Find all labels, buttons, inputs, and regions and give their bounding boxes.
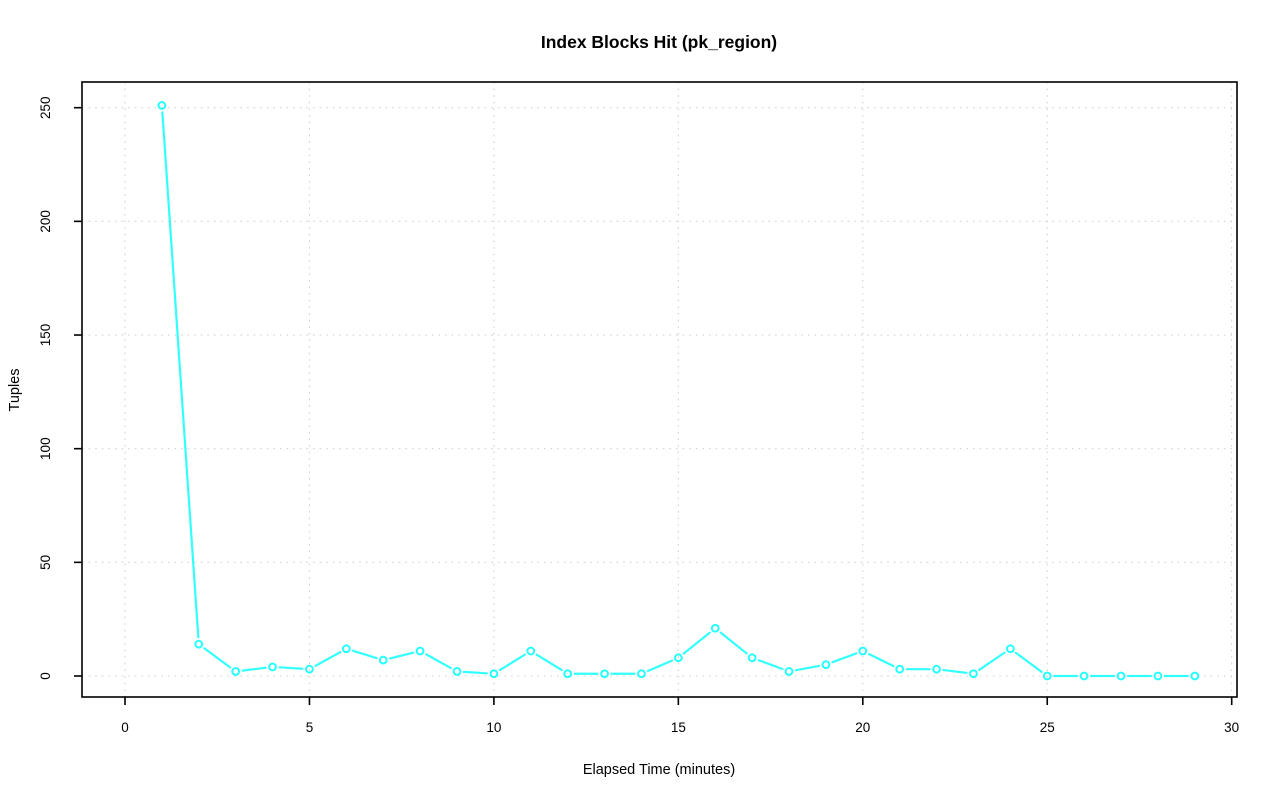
series-segment: [757, 659, 784, 671]
y-tick-label: 200: [38, 210, 53, 233]
data-point-marker: [341, 644, 351, 654]
series-layer: [157, 101, 1200, 681]
series-segment: [425, 653, 452, 670]
data-point-marker: [415, 646, 425, 656]
data-point-marker: [489, 669, 499, 679]
data-point-marker: [452, 667, 462, 676]
data-point-marker: [194, 639, 204, 649]
chart-title: Index Blocks Hit (pk_region): [541, 32, 777, 52]
data-point-marker: [1079, 671, 1089, 681]
x-tick-label: 15: [671, 720, 686, 735]
series-segment: [462, 670, 489, 675]
data-point-marker: [1042, 671, 1052, 681]
data-point-marker: [895, 664, 905, 674]
data-point-marker: [526, 646, 536, 656]
series-segment: [203, 647, 232, 669]
x-tick-label: 0: [121, 720, 129, 735]
y-tick-label: 100: [38, 437, 53, 460]
y-tick-label: 250: [38, 96, 53, 119]
series-segment: [867, 652, 895, 668]
data-point-marker: [231, 667, 241, 676]
x-tick-label: 25: [1040, 720, 1055, 735]
data-point-marker: [637, 669, 646, 679]
y-tick-label: 0: [38, 672, 53, 680]
series-segment: [831, 652, 858, 664]
series-segment: [388, 651, 415, 660]
data-point-marker: [563, 669, 573, 679]
axis-layer: 0 5 10 15 20 25 30 0 50 100 150 200 250: [38, 81, 1239, 735]
data-point-marker: [932, 664, 941, 674]
plot-box: [81, 81, 1238, 698]
series-segment: [1014, 651, 1043, 673]
series-segment: [646, 659, 674, 673]
series-segment: [682, 631, 711, 655]
y-tick-label: 50: [38, 555, 53, 570]
data-point-marker: [157, 101, 167, 110]
y-axis-label: Tuples: [7, 369, 23, 412]
data-point-marker: [1116, 671, 1126, 681]
data-point-marker: [969, 669, 978, 679]
x-axis-label: Elapsed Time (minutes): [583, 762, 735, 778]
data-point-marker: [1190, 671, 1200, 681]
series-segment: [498, 653, 526, 672]
y-tick-label: 150: [38, 324, 53, 347]
x-tick-label: 30: [1224, 720, 1239, 735]
x-tick-label: 5: [306, 720, 314, 735]
series-segment: [314, 651, 342, 667]
series-segment: [978, 651, 1006, 671]
data-point-marker: [305, 664, 314, 674]
series-segment: [942, 668, 968, 674]
data-point-marker: [747, 653, 757, 663]
data-point-marker: [378, 655, 388, 665]
series-segment: [278, 666, 304, 670]
grid-layer: [82, 82, 1237, 697]
data-point-marker: [821, 660, 831, 670]
series-segment: [161, 111, 200, 639]
data-point-marker: [600, 669, 609, 679]
data-point-marker: [710, 623, 720, 633]
x-tick-label: 20: [855, 720, 870, 735]
data-point-marker: [1005, 644, 1015, 654]
series-segment: [719, 631, 748, 655]
series-segment: [351, 649, 378, 660]
data-point-marker: [268, 662, 277, 672]
data-point-marker: [673, 653, 683, 663]
data-point-marker: [1153, 671, 1163, 681]
series-segment: [794, 664, 821, 672]
data-point-marker: [858, 646, 868, 656]
series-segment: [535, 653, 563, 672]
series-segment: [241, 666, 267, 672]
x-tick-label: 10: [486, 720, 501, 735]
data-point-marker: [784, 667, 794, 676]
